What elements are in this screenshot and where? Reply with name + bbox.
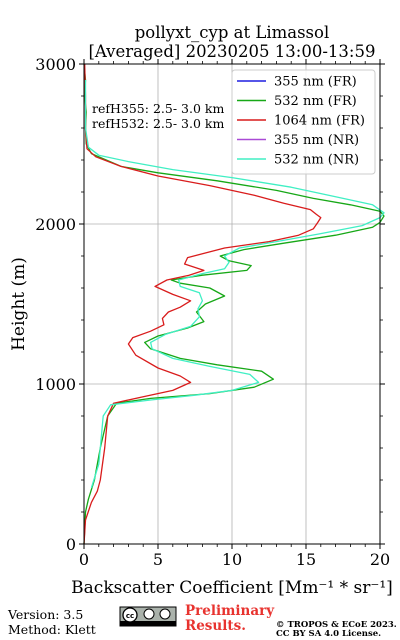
x-axis-label: Backscatter Coefficient [Mm⁻¹ * sr⁻¹]	[71, 578, 393, 598]
y-tick-label: 1000	[35, 375, 76, 394]
cc-by-sa-license-icon: cc	[119, 606, 177, 627]
legend-label: 355 nm (NR)	[274, 133, 359, 148]
version-text: Version: 3.5	[7, 607, 83, 622]
x-tick-label: 0	[79, 550, 89, 569]
series-line-532-nm-nr-	[84, 80, 385, 489]
tick-labels: 0 5 10 15 20 0 1000 2000 3000	[35, 55, 390, 569]
y-tick-label: 0	[66, 535, 76, 554]
chart-title: pollyxt_cyp at Limassol	[135, 23, 330, 42]
y-axis-label: Height (m)	[9, 257, 29, 351]
x-tick-label: 15	[296, 550, 316, 569]
copyright-line2: CC BY SA 4.0 License.	[276, 629, 381, 639]
ref-height-532-annotation: refH532: 2.5- 3.0 km	[92, 116, 224, 131]
method-text: Method: Klett	[8, 622, 96, 637]
x-tick-label: 5	[153, 550, 163, 569]
legend-label: 355 nm (FR)	[274, 75, 357, 90]
plot-frame	[83, 63, 381, 545]
legend-label: 1064 nm (FR)	[274, 114, 365, 129]
x-tick-label: 10	[222, 550, 242, 569]
chart-subtitle: [Averaged] 20230205 13:00-13:59	[89, 42, 376, 61]
ref-height-355-annotation: refH355: 2.5- 3.0 km	[92, 101, 224, 116]
svg-text:cc: cc	[126, 612, 134, 620]
copyright-line1: © TROPOS & ECoE 2023.	[276, 620, 397, 630]
y-tick-label: 3000	[35, 55, 76, 74]
preliminary-label-line2: Results.	[185, 618, 246, 634]
x-tick-label: 20	[370, 550, 390, 569]
series-line-1064-nm-fr-	[83, 63, 322, 545]
series-lines	[83, 63, 385, 545]
y-tick-label: 2000	[35, 215, 76, 234]
legend-label: 532 nm (FR)	[274, 94, 357, 109]
preliminary-label-line1: Preliminary	[185, 603, 275, 619]
legend: 355 nm (FR) 532 nm (FR) 1064 nm (FR) 355 nm…	[231, 69, 376, 175]
legend-label: 532 nm (NR)	[274, 153, 359, 168]
legend-box	[231, 69, 376, 175]
